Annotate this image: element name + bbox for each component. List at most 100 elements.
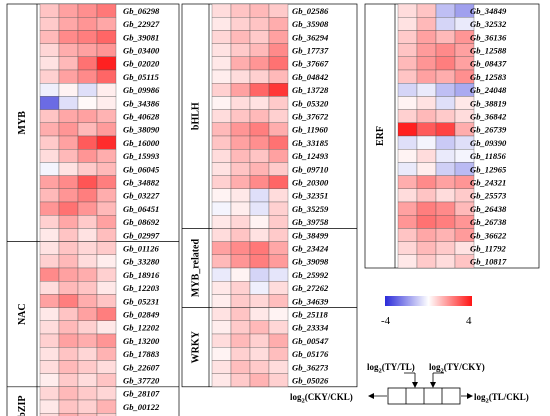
heatmap-cell xyxy=(96,215,117,229)
heatmap-cell xyxy=(77,267,98,282)
heatmap-cell xyxy=(249,122,270,137)
heatmap-cell xyxy=(454,254,475,269)
gene-label: Gb_06298 xyxy=(123,6,160,16)
heatmap-cell xyxy=(249,3,270,18)
heatmap-cell xyxy=(39,96,60,110)
heatmap-cell xyxy=(249,294,270,308)
heatmap-cell xyxy=(211,294,232,308)
gene-label: Gb_32351 xyxy=(292,191,328,201)
heatmap-cell xyxy=(397,175,418,189)
gene-label: Gb_06451 xyxy=(123,204,159,214)
heatmap-cell xyxy=(268,360,289,374)
gene-label: Gb_05115 xyxy=(123,72,160,82)
heatmap-cell xyxy=(249,320,270,335)
gene-label: Gb_20300 xyxy=(292,178,329,188)
gene-label: Gb_39081 xyxy=(123,32,159,42)
color-scale-bar xyxy=(385,296,472,306)
heatmap-cell xyxy=(96,333,117,348)
heatmap-cell xyxy=(416,215,437,229)
gene-label: Gb_09986 xyxy=(123,85,160,95)
heatmap-cell xyxy=(211,228,232,242)
gene-label: Gb_23334 xyxy=(292,323,329,333)
heatmap-cell xyxy=(58,347,79,361)
heatmap-cell xyxy=(268,333,289,348)
heatmap-cell xyxy=(58,333,79,348)
heatmap-cell xyxy=(435,162,456,176)
heatmap-cell xyxy=(39,281,60,295)
heatmap-cell xyxy=(230,201,251,216)
heatmap-cell xyxy=(96,320,117,335)
heatmap-cell xyxy=(249,17,270,31)
heatmap-cell xyxy=(211,254,232,269)
heatmap-cell xyxy=(211,135,232,150)
color-scale-max-label: 4 xyxy=(466,315,472,327)
heatmap-cell xyxy=(58,122,79,137)
heatmap-cell xyxy=(397,201,418,216)
gene-label: Gb_32532 xyxy=(470,19,507,29)
heatmap-cell xyxy=(77,30,98,44)
heatmap-cell xyxy=(397,96,418,110)
heatmap-cell xyxy=(211,201,232,216)
heatmap-cell xyxy=(249,83,270,97)
family-label: ERF xyxy=(375,126,386,146)
heatmap-cell xyxy=(268,17,289,31)
family-label: NAC xyxy=(17,303,28,325)
gene-label: Gb_15993 xyxy=(123,151,160,161)
heatmap-cell xyxy=(268,281,289,295)
heatmap-cell xyxy=(416,56,437,71)
heatmap-cell xyxy=(268,201,289,216)
heatmap-cell xyxy=(96,281,117,295)
heatmap-cell xyxy=(249,43,270,57)
heatmap-cell xyxy=(58,281,79,295)
gene-label: Gb_26739 xyxy=(470,125,507,135)
heatmap-cell xyxy=(96,294,117,308)
heatmap-cell xyxy=(77,241,98,255)
gene-label: Gb_02020 xyxy=(123,59,160,69)
gene-label: Gb_16000 xyxy=(123,138,160,148)
key-top-left-label: log2(TY/TL) xyxy=(367,362,415,375)
heatmap-cell xyxy=(58,69,79,84)
heatmap-cell xyxy=(96,83,117,97)
heatmap-cell xyxy=(211,215,232,229)
gene-label: Gb_23424 xyxy=(292,244,329,254)
heatmap-cell xyxy=(39,294,60,308)
heatmap-cell xyxy=(96,109,117,123)
gene-label: Gb_39098 xyxy=(292,257,329,267)
heatmap-cell xyxy=(416,175,437,189)
heatmap-cell xyxy=(268,69,289,84)
heatmap-cell xyxy=(249,347,270,361)
heatmap-cell xyxy=(77,43,98,57)
gene-label: Gb_40628 xyxy=(123,112,160,122)
heatmap-cell xyxy=(230,162,251,176)
heatmap-cell xyxy=(230,175,251,189)
heatmap-cell xyxy=(58,228,79,242)
heatmap-cell xyxy=(39,69,60,84)
heatmap-cell xyxy=(211,56,232,71)
heatmap-cell xyxy=(435,109,456,123)
heatmap-cell xyxy=(39,109,60,123)
gene-label: Gb_26738 xyxy=(470,217,507,227)
heatmap-cell xyxy=(416,96,437,110)
gene-label: Gb_12493 xyxy=(292,151,329,161)
gene-label: Gb_39758 xyxy=(292,217,329,227)
family-label: bZIP xyxy=(17,395,28,416)
heatmap-cell xyxy=(397,69,418,84)
heatmap-cell xyxy=(230,83,251,97)
gene-label: Gb_27262 xyxy=(292,283,329,293)
gene-label: Gb_02586 xyxy=(292,6,329,16)
heatmap-cell xyxy=(435,175,456,189)
heatmap-cell xyxy=(96,56,117,71)
gene-label: Gb_12588 xyxy=(470,46,507,56)
heatmap-cell xyxy=(39,30,60,44)
gene-label: Gb_26438 xyxy=(470,204,507,214)
heatmap-cell xyxy=(211,333,232,348)
heatmap-cell xyxy=(230,96,251,110)
heatmap-cell xyxy=(96,373,117,387)
gene-label: Gb_22607 xyxy=(123,362,160,372)
heatmap-cell xyxy=(96,360,117,374)
heatmap-cell xyxy=(39,347,60,361)
heatmap-cell xyxy=(58,149,79,163)
heatmap-cell xyxy=(211,320,232,335)
gene-label: Gb_10817 xyxy=(470,257,507,267)
heatmap-cell xyxy=(96,307,117,321)
